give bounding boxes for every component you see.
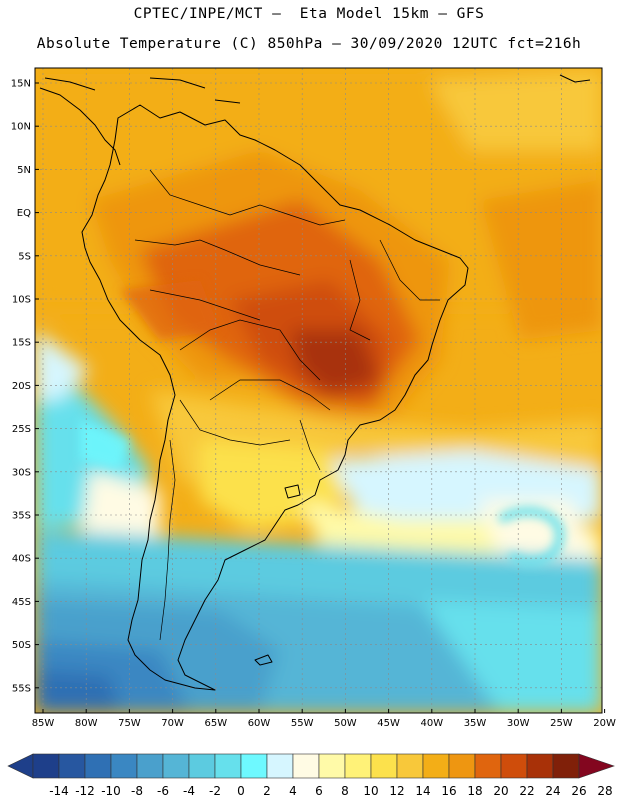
lat-label: 40S	[12, 554, 31, 565]
colorbar-tick-label: -6	[157, 784, 169, 798]
lat-label: 10N	[11, 122, 31, 133]
colorbar-tick-label: -14	[49, 784, 69, 798]
lat-label: 35S	[12, 511, 31, 522]
coastlines	[39, 74, 591, 691]
lat-label: 5N	[17, 165, 31, 176]
colorbar-swatch	[318, 753, 346, 779]
map-title-line-2: Absolute Temperature (C) 850hPa — 30/09/…	[36, 36, 582, 52]
lon-label: 35W	[464, 718, 487, 729]
colorbar-tick-label: 12	[389, 784, 404, 798]
colorbar-tick-label: 0	[237, 784, 245, 798]
colorbar-swatch	[84, 753, 112, 779]
lat-label: 50S	[12, 640, 31, 651]
lon-label: 80W	[75, 718, 98, 729]
colorbar-swatch	[162, 753, 190, 779]
colorbar-tick-label: 4	[289, 784, 297, 798]
lat-label: EQ	[17, 208, 31, 219]
colorbar-tick-label: 6	[315, 784, 323, 798]
country-borders	[134, 169, 440, 641]
colorbar-tick-label: 22	[519, 784, 534, 798]
colorbar-swatch	[474, 753, 502, 779]
colorbar-tick-label: 2	[263, 784, 271, 798]
colorbar-swatch	[422, 753, 450, 779]
lon-label: 50W	[334, 718, 357, 729]
lat-label: 25S	[12, 424, 31, 435]
colorbar-tick-label: -2	[209, 784, 221, 798]
lat-label: 45S	[12, 597, 31, 608]
colorbar-swatch	[370, 753, 398, 779]
lon-label: 65W	[204, 718, 227, 729]
lat-label: 20S	[12, 381, 31, 392]
colorbar-tick-label: 26	[571, 784, 586, 798]
colorbar-swatch	[214, 753, 242, 779]
lat-label: 10S	[12, 295, 31, 306]
map-frame	[34, 67, 603, 714]
lon-label: 55W	[291, 718, 314, 729]
colorbar-swatch	[188, 753, 216, 779]
lon-label: 70W	[161, 718, 184, 729]
lat-label: 15S	[12, 338, 31, 349]
lon-label: 45W	[377, 718, 400, 729]
lat-label: 5S	[18, 251, 31, 262]
colorbar-swatch	[136, 753, 164, 779]
colorbar-swatch	[32, 753, 60, 779]
colorbar-swatch	[292, 753, 320, 779]
colorbar-tick-label: 28	[597, 784, 612, 798]
lon-label: 40W	[420, 718, 443, 729]
lon-label: 60W	[248, 718, 271, 729]
colorbar-tick-label: 14	[415, 784, 430, 798]
lon-label: 30W	[507, 718, 530, 729]
lon-label: 75W	[118, 718, 141, 729]
colorbar: -14 -12 -10 -8 -6 -4 -2 0 2 4 6 8 10 12 14 16 18 20 22 24 26…	[7, 753, 615, 798]
colorbar-tick-label: -4	[183, 784, 195, 798]
colorbar-left-arrow	[7, 753, 34, 779]
colorbar-swatch	[526, 753, 554, 779]
colorbar-swatch	[110, 753, 138, 779]
colorbar-tick-label: -10	[101, 784, 121, 798]
colorbar-swatch	[552, 753, 580, 779]
lon-label: 20W	[593, 718, 616, 729]
colorbar-swatch	[448, 753, 476, 779]
latitude-labels: 15N 10N 5N EQ 5S 10S 15S 20S 25S 30S 35S 40S 45S 50S 5…	[11, 79, 39, 694]
colorbar-tick-label: 8	[341, 784, 349, 798]
colorbar-swatch	[396, 753, 424, 779]
colorbar-swatch	[344, 753, 372, 779]
map-title-line-1: CPTEC/INPE/MCT — Eta Model 15km — GFS	[133, 6, 485, 22]
colorbar-tick-label: 24	[545, 784, 560, 798]
colorbar-tick-label: -8	[131, 784, 143, 798]
colorbar-swatch	[58, 753, 86, 779]
lat-label: 30S	[12, 467, 31, 478]
colorbar-tick-label: 16	[441, 784, 456, 798]
lon-label: 85W	[32, 718, 55, 729]
colorbar-tick-label: -12	[75, 784, 95, 798]
colorbar-right-arrow	[578, 753, 615, 779]
lat-label: 15N	[11, 79, 31, 90]
colorbar-swatch	[500, 753, 528, 779]
colorbar-tick-label: 18	[467, 784, 482, 798]
colorbar-tick-label: 10	[363, 784, 378, 798]
colorbar-swatch	[266, 753, 294, 779]
lon-label: 25W	[550, 718, 573, 729]
longitude-labels: 85W 80W 75W 70W 65W 60W 55W 50W 45W 40W 35W 30W 25W 2…	[32, 709, 616, 729]
colorbar-swatch	[240, 753, 268, 779]
colorbar-tick-label: 20	[493, 784, 508, 798]
lat-label: 55S	[12, 683, 31, 694]
